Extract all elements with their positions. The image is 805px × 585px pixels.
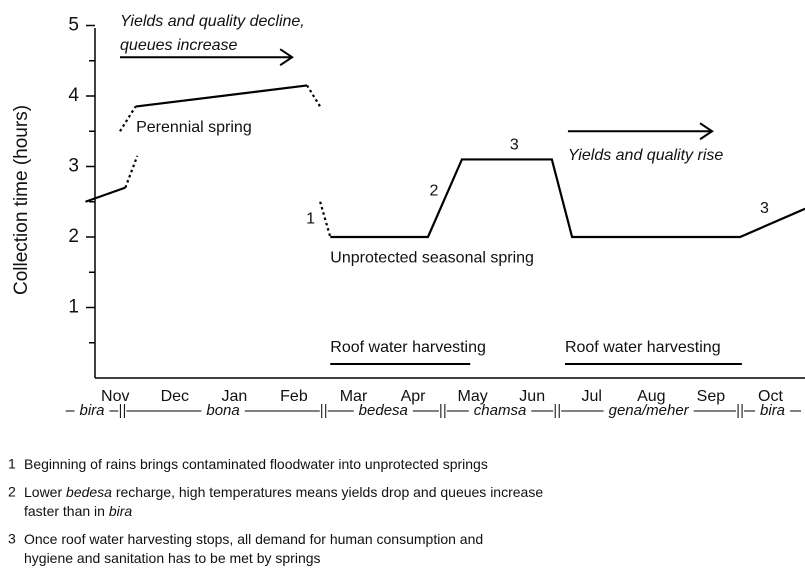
x-tick-label: Oct — [758, 388, 783, 405]
season-label: bedesa — [359, 402, 408, 419]
season-label: bira — [760, 402, 785, 419]
x-tick-label: May — [458, 388, 488, 405]
note-text-part: bedesa — [66, 484, 112, 500]
season-label: bona — [206, 402, 239, 419]
season-label: gena/meher — [609, 402, 690, 419]
season-label: chamsa — [474, 402, 527, 419]
note-text: Beginning of rains brings contaminated f… — [24, 456, 488, 472]
x-tick-label: Feb — [280, 388, 308, 405]
note-text: Lower bedesa recharge, high temperatures… — [24, 484, 543, 500]
annotation: 2 — [429, 182, 438, 199]
series-line — [85, 186, 126, 203]
note-text: Once roof water harvesting stops, all de… — [24, 531, 483, 547]
arrow-label: Yields and quality rise — [568, 147, 723, 164]
x-tick-label: Jul — [582, 388, 602, 405]
series-line — [319, 201, 332, 238]
x-tick-label: Apr — [401, 388, 427, 405]
season-label: bira — [80, 402, 105, 419]
y-tick-label: 2 — [68, 226, 79, 247]
note-number: 1 — [8, 456, 16, 472]
annotation: Unprotected seasonal spring — [330, 249, 534, 266]
y-tick-label: 1 — [68, 297, 79, 318]
note-text-part: Beginning of rains brings contaminated f… — [24, 456, 488, 472]
period-label: Roof water harvesting — [330, 339, 486, 356]
y-axis-label: Collection time (hours) — [11, 105, 32, 295]
arrow-label: queues increase — [120, 37, 238, 54]
arrow-head — [279, 48, 294, 67]
annotation: 3 — [760, 200, 769, 217]
arrow-label: Yields and quality decline, — [120, 13, 305, 30]
series-line — [306, 84, 322, 108]
y-tick-label: 3 — [68, 156, 79, 177]
note-text-part: faster than in — [24, 503, 109, 519]
note-text-part: Lower — [24, 484, 66, 500]
note-number: 2 — [8, 484, 16, 500]
arrow-head — [699, 122, 714, 141]
note-text-part: hygiene and sanitation has to be met by … — [24, 550, 321, 566]
note-text-part: recharge, high temperatures means yields… — [112, 484, 543, 500]
series-line — [135, 84, 308, 108]
x-tick-label: Dec — [161, 388, 189, 405]
series-line — [124, 155, 139, 189]
x-tick-label: Sep — [697, 388, 726, 405]
series-line — [119, 105, 137, 132]
x-tick-label: Jun — [519, 388, 545, 405]
annotation: 3 — [510, 137, 519, 154]
note-text-part: bira — [109, 503, 133, 519]
annotation: Perennial spring — [136, 119, 252, 136]
x-tick-label: Mar — [340, 388, 368, 405]
note-number: 3 — [8, 531, 16, 547]
annotation: 1 — [306, 211, 315, 228]
period-label: Roof water harvesting — [565, 339, 721, 356]
note-text-part: Once roof water harvesting stops, all de… — [24, 531, 483, 547]
note-text: hygiene and sanitation has to be met by … — [24, 550, 321, 566]
y-tick-label: 4 — [68, 85, 79, 106]
note-text: faster than in bira — [24, 503, 132, 519]
series-line — [330, 158, 805, 239]
x-tick-label: Aug — [637, 388, 665, 405]
x-tick-label: Jan — [221, 388, 247, 405]
x-tick-label: Nov — [101, 388, 129, 405]
y-tick-label: 5 — [68, 15, 79, 36]
